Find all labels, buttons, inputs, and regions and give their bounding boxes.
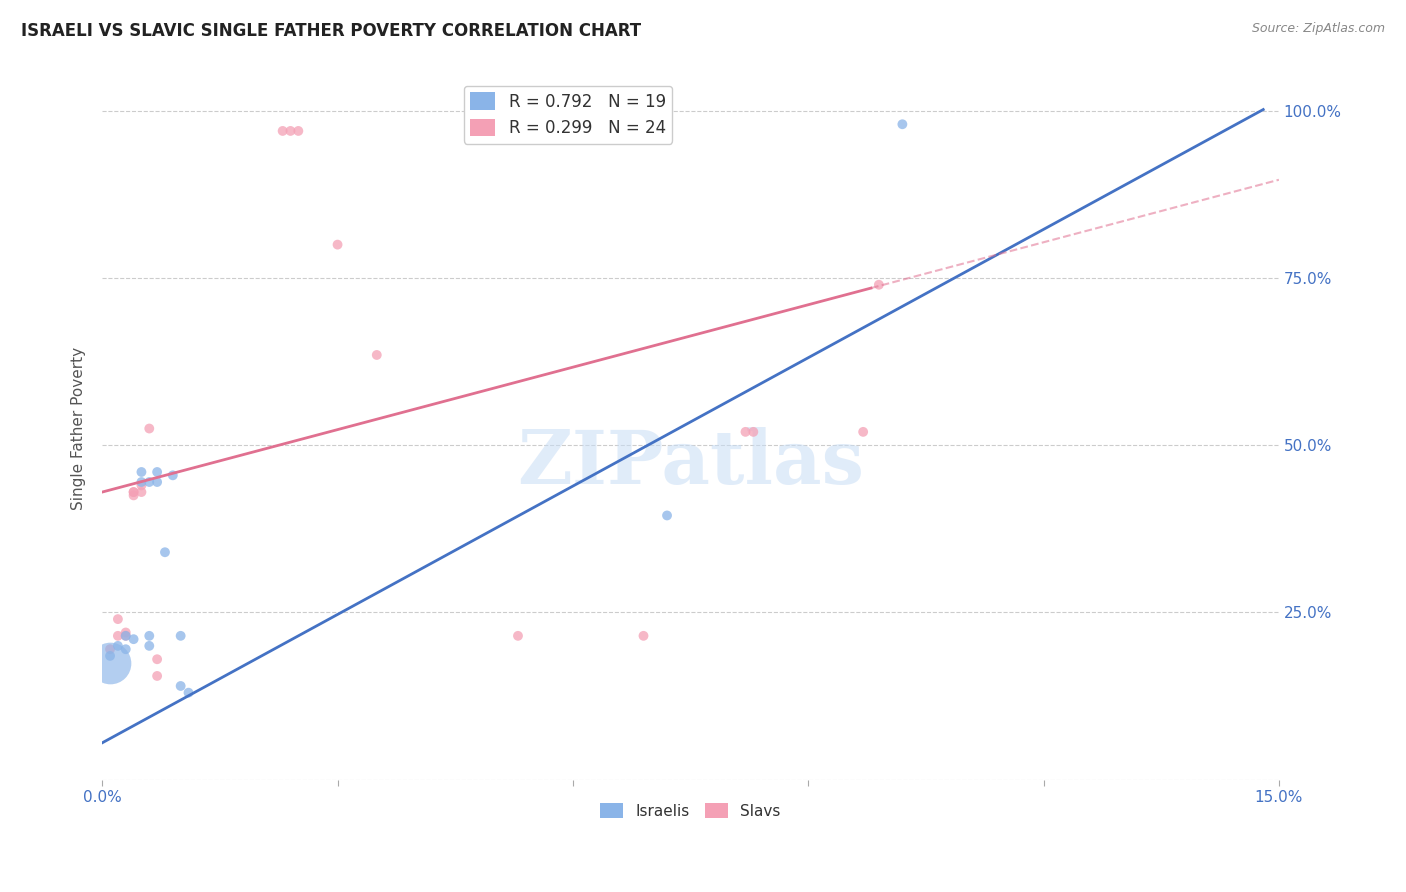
Point xyxy=(506,629,529,643)
Point xyxy=(138,639,160,653)
Point xyxy=(114,629,136,643)
Point xyxy=(655,508,678,523)
Point xyxy=(114,625,136,640)
Point xyxy=(146,669,169,683)
Point xyxy=(131,465,153,479)
Point xyxy=(326,237,349,252)
Point xyxy=(114,629,136,643)
Text: ZIPatlas: ZIPatlas xyxy=(517,427,865,500)
Point xyxy=(169,629,191,643)
Point xyxy=(868,277,890,292)
Point xyxy=(153,545,176,559)
Point xyxy=(98,642,121,657)
Text: Source: ZipAtlas.com: Source: ZipAtlas.com xyxy=(1251,22,1385,36)
Point xyxy=(98,656,121,670)
Point xyxy=(280,124,302,138)
Point xyxy=(146,465,169,479)
Point xyxy=(122,488,145,502)
Point xyxy=(633,629,655,643)
Point xyxy=(742,425,765,439)
Point xyxy=(122,485,145,500)
Point xyxy=(138,475,160,489)
Point xyxy=(138,629,160,643)
Point xyxy=(271,124,294,138)
Point xyxy=(122,632,145,647)
Point xyxy=(734,425,756,439)
Point xyxy=(131,475,153,489)
Point xyxy=(852,425,875,439)
Point xyxy=(891,117,914,131)
Point xyxy=(138,421,160,435)
Point xyxy=(169,679,191,693)
Point xyxy=(366,348,388,362)
Point xyxy=(107,639,129,653)
Point xyxy=(287,124,309,138)
Point xyxy=(131,485,153,500)
Point xyxy=(114,642,136,657)
Point xyxy=(131,478,153,492)
Text: ISRAELI VS SLAVIC SINGLE FATHER POVERTY CORRELATION CHART: ISRAELI VS SLAVIC SINGLE FATHER POVERTY … xyxy=(21,22,641,40)
Point xyxy=(122,485,145,500)
Y-axis label: Single Father Poverty: Single Father Poverty xyxy=(72,347,86,510)
Point xyxy=(107,612,129,626)
Point xyxy=(162,468,184,483)
Point xyxy=(177,686,200,700)
Point xyxy=(98,648,121,663)
Point xyxy=(107,629,129,643)
Point xyxy=(146,652,169,666)
Legend: Israelis, Slavs: Israelis, Slavs xyxy=(595,797,787,824)
Point xyxy=(146,475,169,489)
